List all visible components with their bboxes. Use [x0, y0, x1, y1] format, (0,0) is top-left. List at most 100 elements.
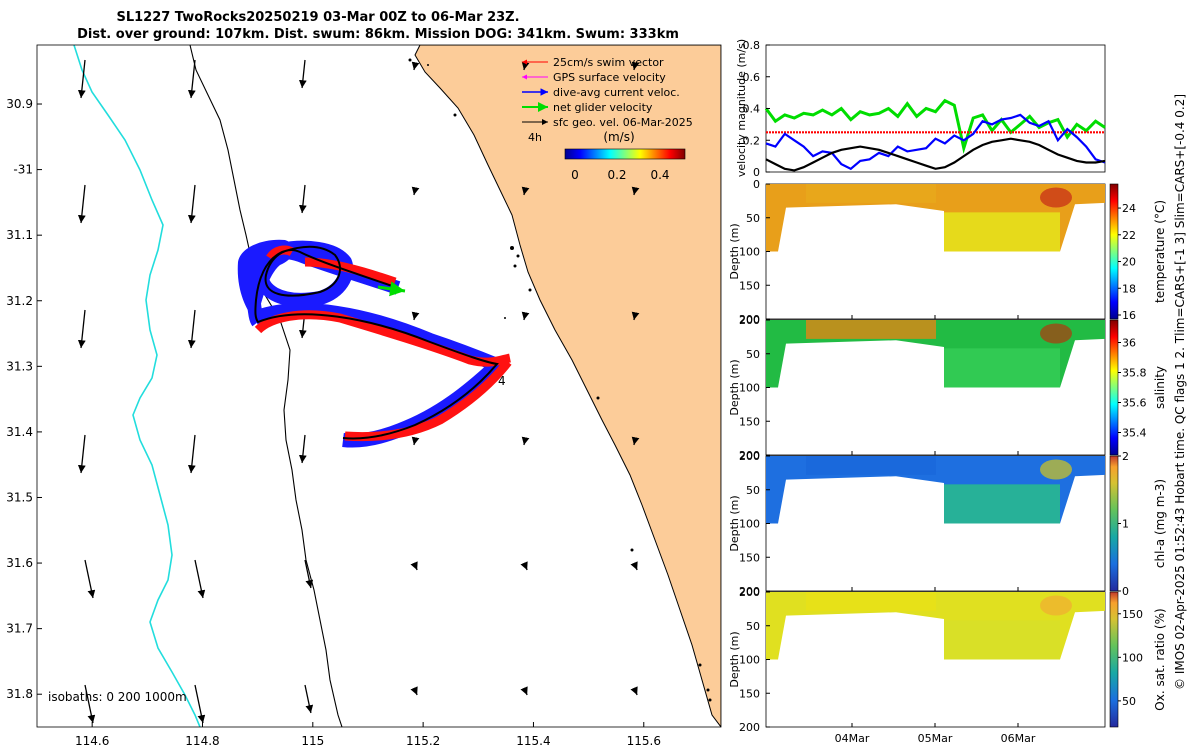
- cbar-tick-label: 100: [1122, 651, 1143, 664]
- map-xtick-label: 115.6: [627, 734, 661, 748]
- oxygen-section: 200 50 100 150 200 Depth (m) 50 100 150 Ox. sat. …: [728, 586, 1167, 734]
- geo-arrow: [84, 559, 96, 599]
- velocity-panel: 0 0.2 0.4 0.6 0.8 velocity magnitude (m/s): [735, 39, 1106, 179]
- vel-ytick-label: 0.4: [743, 103, 761, 116]
- cbar-tick-label: 0: [1122, 585, 1129, 598]
- track-map: 4 114.6 114.8 115 115.2 115.4 115.6 30.9 -31 31…: [6, 44, 722, 748]
- section-deep: [944, 484, 1060, 524]
- map-ytick-label: 31.8: [6, 687, 33, 701]
- geo-arrow: [194, 684, 206, 724]
- section-colorbar: [1109, 319, 1119, 456]
- salinity-section: 200 50 100 150 200 Depth (m) 35.4 35.6 35.8 36 sal…: [728, 314, 1167, 462]
- section-ytick-label: 200: [739, 585, 760, 598]
- map-ytick-label: 31.7: [6, 622, 33, 636]
- geo-arrow: [410, 686, 418, 696]
- section-ytick-label: 200: [739, 450, 760, 463]
- section-ytick-label: 50: [746, 348, 760, 361]
- section-colorbar: [1109, 455, 1119, 592]
- geo-arrow: [411, 61, 420, 71]
- geo-arrow: [410, 561, 418, 571]
- geo-arrow: [520, 686, 528, 696]
- vel-ytick-label: 0.6: [743, 71, 761, 84]
- legend-swim: 25cm/s swim vector: [553, 56, 664, 69]
- temperature-section: 0 50 100 150 200 Depth (m) 16 18 20 22 24 temperatu…: [728, 178, 1167, 326]
- geo-arrow: [187, 184, 196, 224]
- section-ytick-label: 150: [739, 415, 760, 428]
- cbar-tick-label: 50: [1122, 695, 1136, 708]
- cbar-tick-label: 36: [1122, 337, 1136, 350]
- map-ytick-label: 31.1: [6, 228, 33, 242]
- map-xtick-label: 114.8: [185, 734, 219, 748]
- section-ytick-label: 100: [739, 246, 760, 259]
- vel-ytick-label: 0.8: [743, 39, 761, 52]
- section-ytick-label: 200: [739, 313, 760, 326]
- geo-arrow: [411, 311, 420, 321]
- legend-4h: 4h: [528, 131, 542, 144]
- legend-sfc-geo: sfc geo. vel. 06-Mar-2025: [553, 116, 693, 129]
- chla-section: 200 50 100 150 200 Depth (m) 0 1 2 chl-a (mg m-3): [728, 450, 1167, 598]
- section-ytick-label: 200: [739, 449, 760, 462]
- map-ytick-label: 31.3: [6, 359, 33, 373]
- date-tick-06mar: 06Mar: [1001, 732, 1036, 745]
- vel-series-3: [765, 137, 1106, 172]
- section-ytick-label: 150: [739, 551, 760, 564]
- cbar-tick-1: 0.2: [607, 168, 626, 182]
- section-ytick-label: 0: [753, 178, 760, 191]
- section-ytick-label: 100: [739, 382, 760, 395]
- map-xtick-label: 115.2: [406, 734, 440, 748]
- glider-track: 4: [237, 239, 512, 448]
- geo-arrow: [631, 436, 640, 446]
- geo-arrow: [520, 561, 528, 571]
- section-colorbar: [1109, 591, 1119, 728]
- geo-arrow: [521, 311, 530, 321]
- section-ytick-label: 150: [739, 279, 760, 292]
- isobath-cyan: [73, 45, 201, 727]
- cbar-tick-label: 20: [1122, 256, 1136, 269]
- geo-arrow: [298, 184, 307, 214]
- section-ytick-label: 200: [739, 586, 760, 599]
- section-patch: [1040, 187, 1072, 208]
- geo-arrow: [631, 186, 640, 196]
- cbar-tick-label: 24: [1122, 202, 1136, 215]
- vel-ytick-label: 0.2: [743, 134, 761, 147]
- title-line-2: Dist. over ground: 107km. Dist. swum: 86…: [77, 27, 679, 42]
- section-ytick-label: 200: [739, 314, 760, 327]
- cbar-tick-label: 35.4: [1122, 427, 1147, 440]
- isobath-200: [189, 45, 343, 727]
- map-ytick-label: 30.9: [6, 97, 33, 111]
- geo-arrow: [630, 561, 638, 571]
- section-ytick-label: 50: [746, 484, 760, 497]
- cbar-tick-label: 35.8: [1122, 367, 1147, 380]
- geo-arrow: [630, 686, 638, 696]
- cbar-tick-label: 18: [1122, 282, 1136, 295]
- cbar-label: chl-a (mg m-3): [1153, 479, 1167, 568]
- map-ytick-label: 31.4: [6, 425, 33, 439]
- section-ylabel: Depth (m): [728, 631, 741, 687]
- geo-velocity-arrows: [77, 59, 640, 724]
- section-colorbar: [1109, 183, 1119, 320]
- geo-arrow: [187, 59, 196, 99]
- net-velocity-arrow: [377, 281, 406, 297]
- geo-arrow: [631, 311, 640, 321]
- geo-arrow: [411, 436, 420, 446]
- cbar-label: temperature (°C): [1153, 200, 1167, 303]
- map-ytick-label: -31: [13, 163, 33, 177]
- section-deep: [944, 212, 1060, 252]
- cbar-tick-label: 22: [1122, 229, 1136, 242]
- geo-arrow: [631, 61, 640, 71]
- section-ylabel: Depth (m): [728, 359, 741, 415]
- swim-vectors-red: [254, 245, 512, 442]
- section-ytick-label: 150: [739, 687, 760, 700]
- geo-arrow: [304, 559, 314, 589]
- section-patch: [1040, 459, 1072, 480]
- map-legend: 25cm/s swim vector GPS surface velocity …: [522, 56, 693, 182]
- map-ytick-label: 31.2: [6, 294, 33, 308]
- cbar-tick-2: 0.4: [650, 168, 669, 182]
- section-surface: [806, 320, 936, 339]
- cbar-tick-label: 150: [1122, 608, 1143, 621]
- section-deep: [944, 348, 1060, 388]
- map-xtick-label: 115.4: [516, 734, 550, 748]
- section-ytick-label: 200: [739, 721, 760, 734]
- legend-net: net glider velocity: [553, 101, 653, 114]
